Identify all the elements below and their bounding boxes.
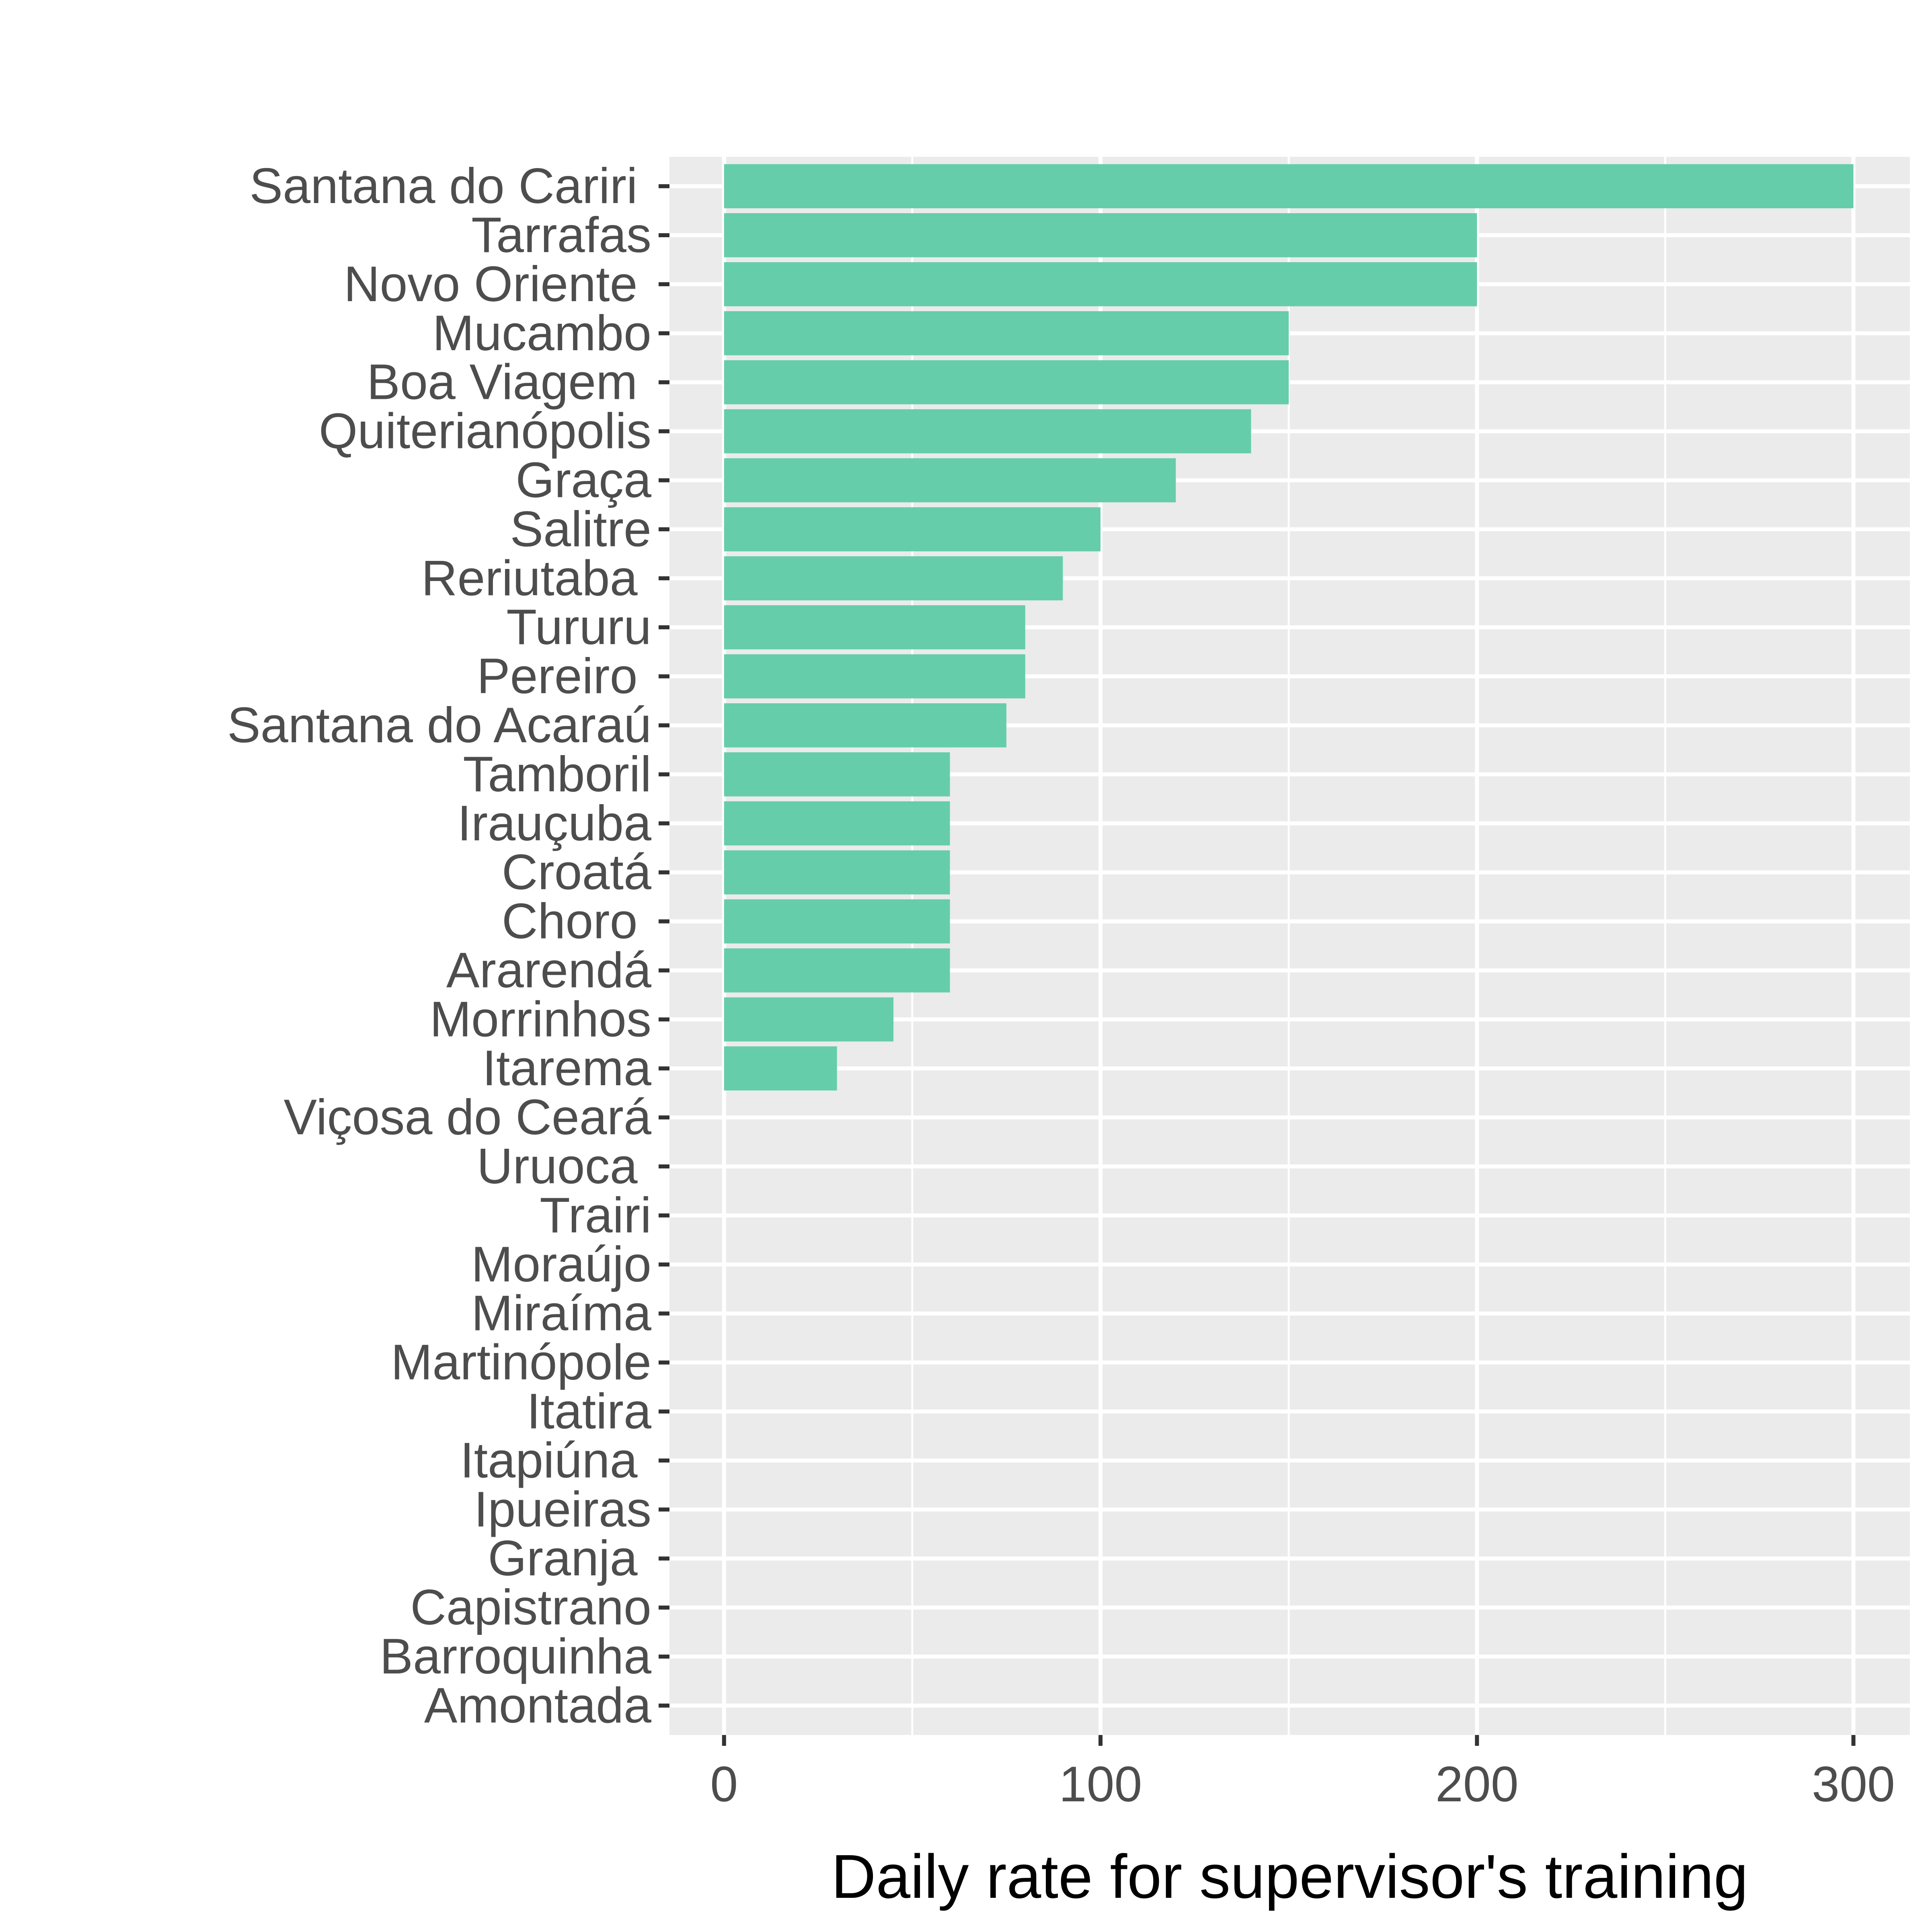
x-axis-title: Daily rate for supervisor's training <box>831 1842 1748 1911</box>
y-tick-label: Pereiro <box>477 649 651 704</box>
y-tick-label: Viçosa do Ceará <box>284 1090 652 1145</box>
y-tick-label: Granja <box>488 1531 651 1586</box>
x-tick-label: 0 <box>710 1757 738 1812</box>
y-tick-label: Tururu <box>506 600 651 655</box>
y-tick-label: Irauçuba <box>457 796 651 851</box>
y-tick-label: Capistrano <box>410 1580 651 1635</box>
bar <box>724 311 1289 355</box>
bar <box>724 997 894 1042</box>
bars <box>724 164 1854 1091</box>
y-tick-label: Morrinhos <box>430 992 651 1047</box>
bar <box>724 458 1176 503</box>
y-tick-label: Boa Viagem <box>367 355 651 410</box>
y-tick-label: Quiterianópolis <box>319 404 651 459</box>
y-tick-label: Tarrafas <box>471 207 651 263</box>
y-tick-label: Moraújo <box>471 1237 651 1292</box>
y-tick-label: Uruoca <box>477 1139 651 1194</box>
y-tick-label: Itatira <box>527 1384 651 1439</box>
bar <box>724 850 950 895</box>
y-tick-label: Miraíma <box>471 1286 651 1341</box>
y-tick-label: Tamboril <box>463 747 651 802</box>
x-tick-label: 300 <box>1812 1757 1895 1812</box>
x-tick-label: 200 <box>1435 1757 1519 1812</box>
y-tick-label: Mucambo <box>433 306 651 361</box>
y-tick-label: Salitre <box>510 501 651 557</box>
y-tick-label: Itarema <box>482 1041 651 1096</box>
x-tick-label: 100 <box>1059 1757 1142 1812</box>
bar <box>724 654 1025 698</box>
y-tick-label: Santana do Cariri <box>250 158 651 214</box>
bar <box>724 1046 837 1091</box>
bar <box>724 605 1025 650</box>
bar <box>724 801 950 846</box>
y-tick-label: Trairi <box>540 1188 651 1243</box>
bar <box>724 507 1101 552</box>
y-tick-label: Novo Oriente <box>344 257 651 312</box>
bar <box>724 556 1063 601</box>
bar <box>724 948 950 993</box>
bar <box>724 262 1477 306</box>
y-tick-label: Itapiúna <box>460 1433 651 1488</box>
bar <box>724 752 950 797</box>
bar <box>724 213 1477 257</box>
x-axis: 0 100 200 300 <box>710 1735 1895 1812</box>
bar <box>724 409 1251 454</box>
y-tick-label: Martinópole <box>391 1335 651 1390</box>
y-tick-label: Choro <box>502 894 651 949</box>
bar <box>724 164 1854 208</box>
y-tick-label: Barroquinha <box>380 1629 651 1684</box>
y-tick-label: Santana do Acaraú <box>227 698 651 753</box>
y-tick-label: Reriutaba <box>421 550 651 606</box>
y-tick-label: Ararendá <box>446 942 651 998</box>
y-tick-label: Graça <box>515 453 651 508</box>
bar <box>724 360 1289 404</box>
bar <box>724 703 1006 747</box>
y-tick-label: Amontada <box>424 1678 651 1733</box>
y-tick-label: Croatá <box>502 845 651 900</box>
y-tick-label: Ipueiras <box>474 1482 651 1537</box>
bar <box>724 899 950 944</box>
